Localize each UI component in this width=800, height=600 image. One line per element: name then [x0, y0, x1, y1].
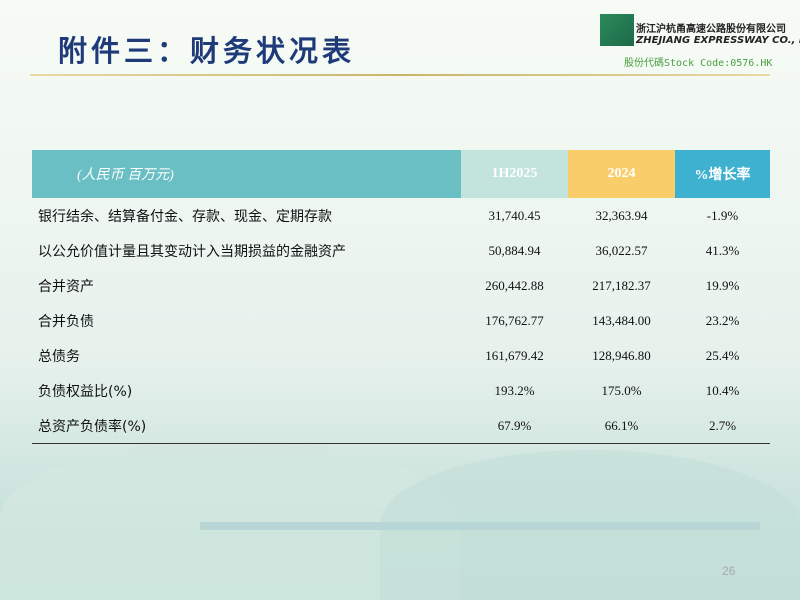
table-row: 合并资产 260,442.88 217,182.37 19.9% [32, 268, 770, 303]
table-row: 总债务 161,679.42 128,946.80 25.4% [32, 338, 770, 373]
row-label: 合并负债 [38, 313, 94, 330]
value-2024: 36,022.57 [595, 242, 648, 258]
value-1h2025: 161,679.42 [485, 347, 544, 363]
value-growth: 23.2% [705, 312, 740, 328]
row-label: 负债权益比(%) [38, 383, 133, 400]
value-2024: 217,182.37 [592, 277, 651, 293]
header-growth: %增长率 [675, 150, 770, 198]
row-label: 合并资产 [38, 278, 94, 295]
header-2024: 2024 [568, 150, 675, 198]
logo-company-cn: 浙江沪杭甬高速公路股份有限公司 [636, 24, 786, 35]
value-2024: 128,946.80 [592, 347, 651, 363]
value-growth: 25.4% [705, 347, 740, 363]
value-growth: 41.3% [705, 242, 740, 258]
value-2024: 32,363.94 [595, 207, 648, 223]
table-row: 负债权益比(%) 193.2% 175.0% 10.4% [32, 373, 770, 408]
company-logo: 浙江沪杭甬高速公路股份有限公司 ZHEJIANG EXPRESSWAY CO.,… [600, 14, 800, 72]
value-2024: 143,484.00 [592, 312, 651, 328]
value-1h2025: 176,762.77 [485, 312, 544, 328]
title-divider [30, 74, 770, 76]
value-growth: -1.9% [706, 207, 739, 223]
row-label: 总债务 [38, 348, 80, 365]
row-label: 银行结余、结算备付金、存款、现金、定期存款 [38, 208, 332, 225]
value-growth: 2.7% [675, 408, 770, 444]
value-2024: 175.0% [601, 382, 642, 398]
table-row: 以公允价值计量且其变动计入当期损益的金融资产 50,884.94 36,022.57… [32, 233, 770, 268]
value-2024: 66.1% [568, 408, 675, 444]
page-number: 26 [722, 564, 736, 578]
stock-code: 股份代碼Stock Code:0576.HK [624, 58, 773, 69]
financial-table: (人民币 百万元) 1H2025 2024 %增长率 银行结余、结算备付金、存款… [32, 150, 770, 444]
value-1h2025: 67.9% [461, 408, 568, 444]
value-1h2025: 260,442.88 [485, 277, 544, 293]
table-row: 银行结余、结算备付金、存款、现金、定期存款 31,740.45 32,363.94 -… [32, 198, 770, 233]
row-label: 总资产负债率(%) [32, 408, 461, 444]
logo-mark-icon [600, 14, 634, 46]
row-label: 以公允价值计量且其变动计入当期损益的金融资产 [38, 243, 346, 260]
header-1h2025: 1H2025 [461, 150, 568, 198]
logo-company-en: ZHEJIANG EXPRESSWAY CO., LTD. [636, 35, 800, 46]
value-growth: 19.9% [705, 277, 740, 293]
value-1h2025: 31,740.45 [488, 207, 541, 223]
value-1h2025: 50,884.94 [488, 242, 541, 258]
value-growth: 10.4% [705, 382, 740, 398]
table-row: 合并负债 176,762.77 143,484.00 23.2% [32, 303, 770, 338]
table-header: (人民币 百万元) 1H2025 2024 %增长率 [32, 150, 770, 198]
table-row: 总资产负债率(%) 67.9% 66.1% 2.7% [32, 408, 770, 444]
value-1h2025: 193.2% [494, 382, 535, 398]
header-unit: (人民币 百万元) [32, 150, 461, 198]
page-title: 附件三：财务状况表 [58, 34, 356, 68]
bridge-graphic [200, 522, 760, 530]
